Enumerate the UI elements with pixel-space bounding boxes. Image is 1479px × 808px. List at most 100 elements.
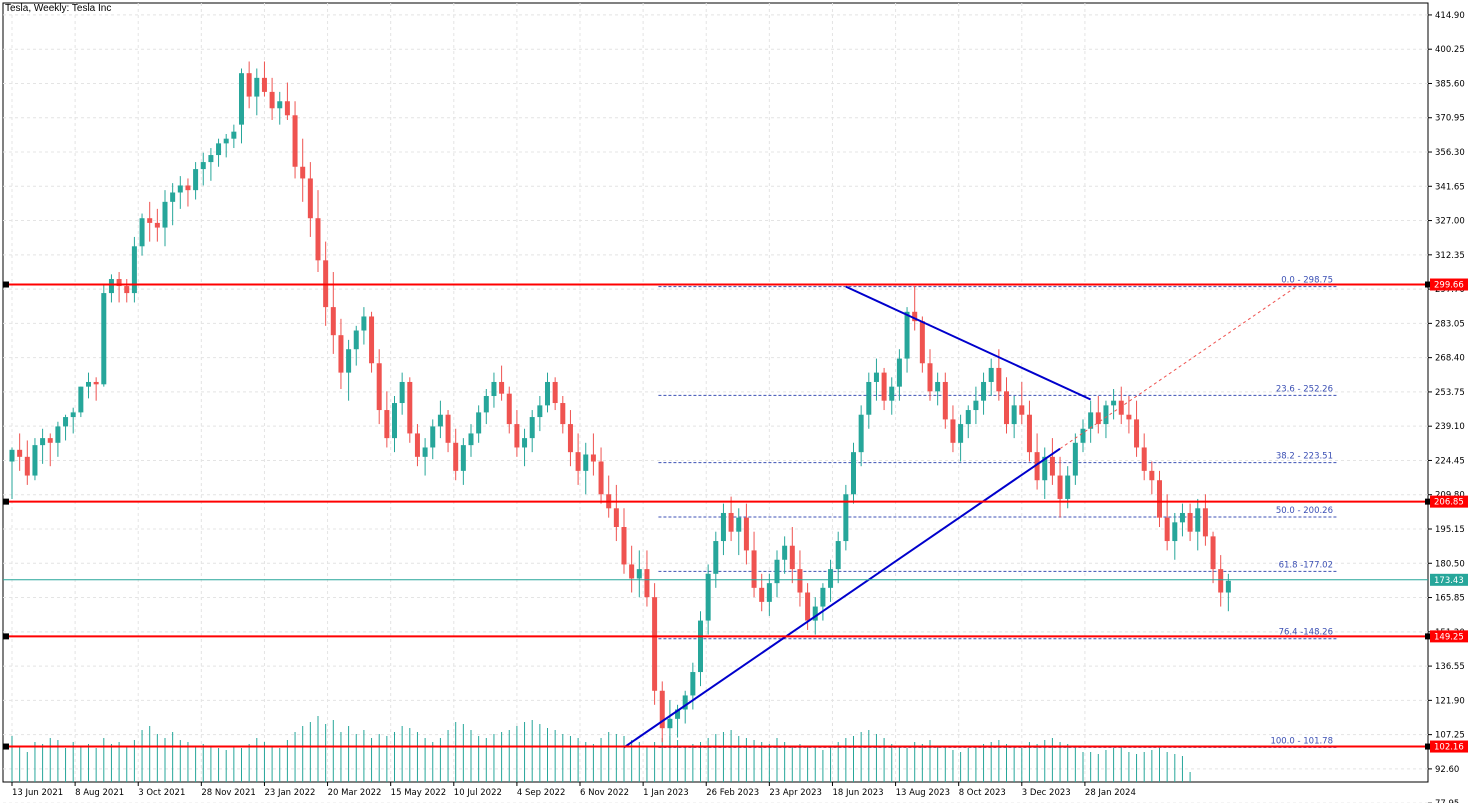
candle [652, 583, 658, 705]
fib-level-label: 100.0 - 101.78 [1270, 736, 1333, 746]
candle-body [1019, 405, 1025, 415]
candle-body [590, 454, 596, 462]
candle [9, 447, 15, 499]
candle [575, 433, 581, 485]
candle [193, 162, 199, 200]
candle-body [667, 718, 673, 729]
candle-body [292, 115, 298, 167]
x-tick-label: 26 Feb 2023 [706, 788, 759, 798]
candle [422, 438, 428, 476]
candle-body [445, 414, 451, 443]
candle [384, 391, 390, 448]
candle-body [1072, 442, 1078, 476]
candle-body [78, 386, 84, 413]
candle [124, 279, 130, 303]
candle [346, 339, 352, 401]
candle-body [675, 709, 681, 719]
support-trendline [623, 447, 1061, 749]
candle-body [567, 424, 573, 453]
candle-body [93, 381, 99, 385]
candle [629, 545, 635, 593]
candle-body [522, 438, 528, 448]
candle-body [1103, 405, 1109, 425]
level-handle-right [1425, 281, 1431, 288]
x-tick-label: 28 Nov 2021 [201, 788, 255, 798]
candle [1210, 531, 1216, 584]
candle [499, 365, 505, 401]
level-label: 299.66 [1434, 281, 1464, 291]
candle [185, 178, 191, 207]
candle-body [116, 279, 122, 287]
candle [1118, 386, 1124, 425]
candle [973, 386, 979, 425]
candle [935, 372, 941, 406]
candle-body [1057, 475, 1063, 499]
candle-body [797, 569, 803, 593]
candle [713, 531, 719, 588]
candle-body [269, 91, 275, 109]
candle-body [17, 449, 23, 457]
x-tick-label: 15 May 2022 [391, 788, 446, 798]
x-tick-label: 1 Jan 2023 [643, 788, 689, 798]
candle-body [965, 410, 971, 425]
candle-body [1157, 480, 1162, 518]
fib-level-label: 61.8 -177.02 [1279, 560, 1333, 570]
candle-body [950, 419, 956, 443]
level-label: 206.85 [1434, 498, 1464, 508]
candle [942, 372, 948, 429]
candle-body [108, 279, 114, 294]
candle [889, 377, 895, 415]
candle [131, 236, 137, 303]
candle [866, 372, 872, 429]
candle-body [131, 246, 137, 294]
candle [506, 386, 512, 434]
candle-body [1187, 512, 1193, 532]
candle-body [353, 330, 359, 350]
volume-series [11, 716, 1191, 782]
candle-body [24, 456, 30, 476]
candle-body [866, 381, 872, 415]
candle [116, 272, 122, 303]
candle [17, 433, 23, 471]
candle-body [728, 512, 734, 532]
candle-body [1065, 475, 1071, 499]
candle [835, 531, 841, 584]
candle-body [698, 620, 703, 673]
candle-body [843, 494, 849, 542]
candle-body [766, 583, 772, 602]
candle [24, 440, 30, 485]
candle [1095, 396, 1101, 434]
candle-body [223, 138, 229, 144]
candle-body [491, 381, 497, 397]
candle-body [1164, 517, 1170, 542]
x-tick-label: 3 Dec 2023 [1022, 788, 1071, 798]
candle-body [185, 185, 191, 191]
candle [774, 550, 780, 598]
candle [1080, 419, 1086, 453]
candle [705, 564, 711, 635]
candle-body [560, 403, 566, 425]
candle [1126, 396, 1132, 434]
candle-body [369, 316, 375, 364]
candle [720, 503, 726, 556]
candle [621, 508, 627, 574]
candle [896, 349, 902, 401]
candle-body [896, 358, 902, 387]
candle-body [315, 218, 321, 261]
candle-body [1126, 414, 1132, 420]
candle-body [1049, 456, 1055, 476]
x-tick-label: 10 Jul 2022 [454, 788, 502, 798]
level-badge [1430, 630, 1468, 643]
current-price-label: 173.43 [1434, 576, 1464, 586]
candle [453, 428, 459, 481]
candle [1195, 498, 1201, 551]
candle [766, 573, 772, 616]
level-handle-left [3, 743, 9, 750]
candle [667, 700, 673, 747]
candle-body [468, 433, 474, 446]
candle-body [927, 363, 933, 392]
candle-body [124, 286, 130, 294]
candle [216, 138, 222, 167]
candle [1057, 456, 1063, 518]
